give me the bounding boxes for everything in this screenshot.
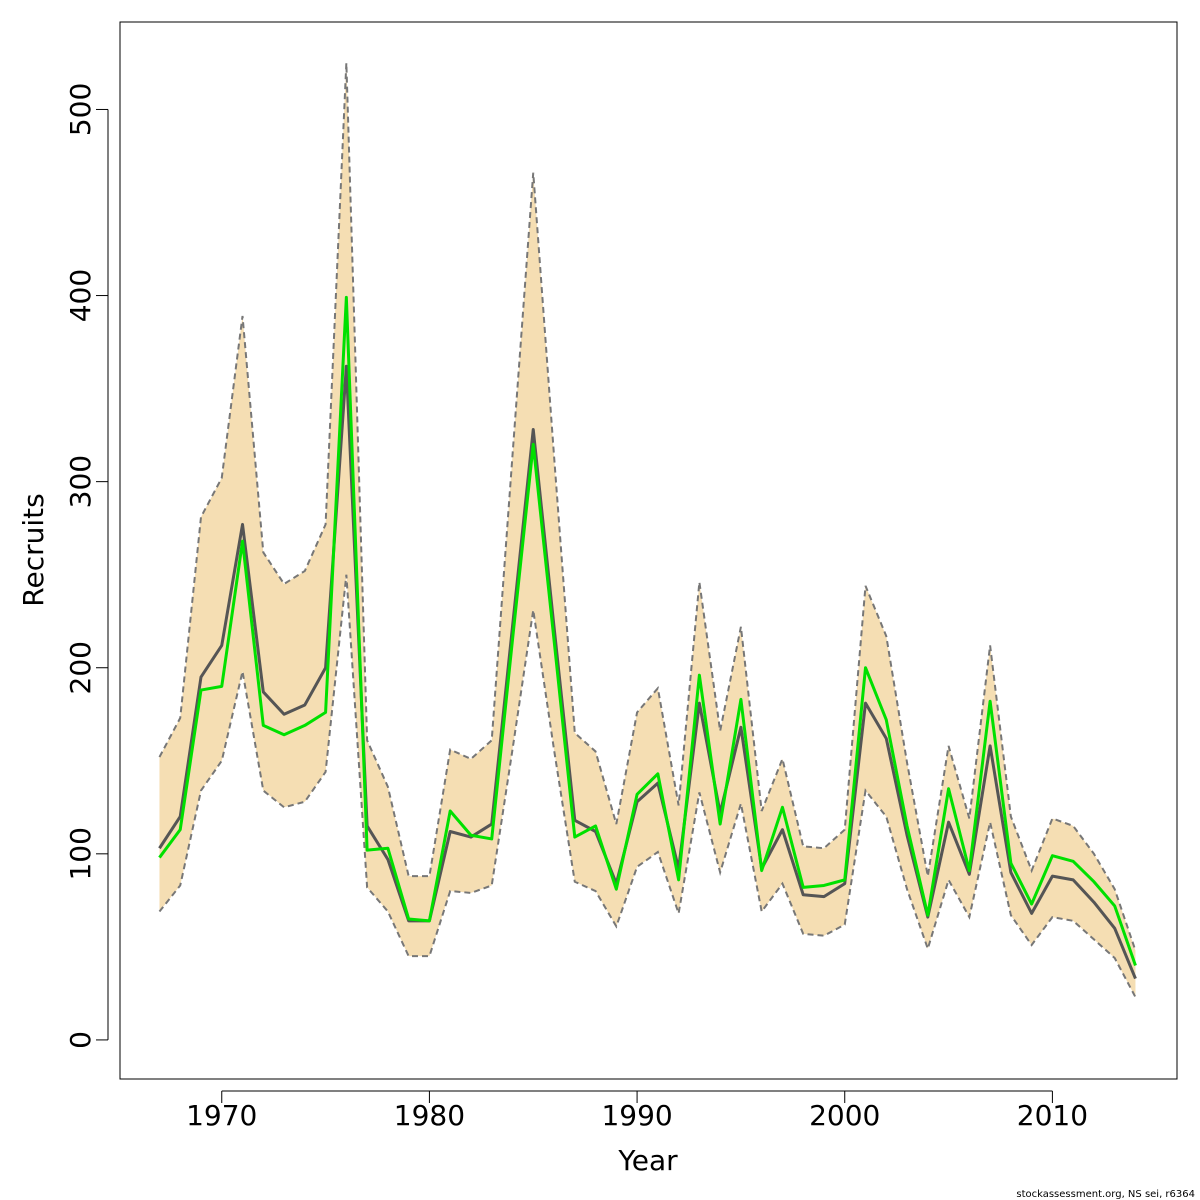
- y-tick-label: 0: [64, 1031, 97, 1049]
- confidence-band: [159, 62, 1136, 998]
- y-tick-label: 300: [64, 455, 97, 508]
- y-axis-label: Recruits: [17, 493, 50, 606]
- plot-frame: [119, 21, 1178, 1080]
- y-tick-label: 400: [64, 269, 97, 322]
- band-lower-line: [158, 574, 1137, 998]
- footer: stockassessment.org, NS sei, r6364: [1016, 1189, 1195, 1200]
- x-tick-label: 2000: [809, 1099, 880, 1132]
- y-tick-label: 100: [64, 827, 97, 880]
- y-tick-label: 500: [64, 83, 97, 136]
- x-tick-label: 1990: [601, 1099, 672, 1132]
- x-tick-label: 1980: [394, 1099, 465, 1132]
- x-tick-label: 1970: [186, 1099, 257, 1132]
- series-line: [158, 295, 1137, 966]
- band-upper-line: [158, 62, 1137, 951]
- x-tick-label: 2010: [1017, 1099, 1088, 1132]
- y-tick-label: 200: [64, 641, 97, 694]
- x-axis-label: Year: [617, 1144, 678, 1177]
